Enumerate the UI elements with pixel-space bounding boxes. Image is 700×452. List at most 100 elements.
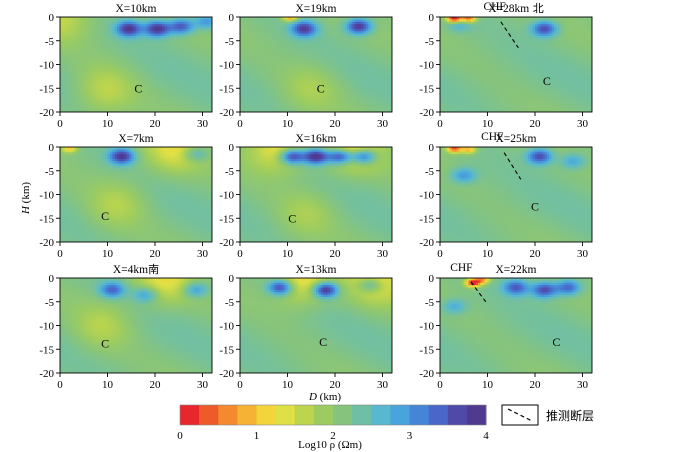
heatmap-cell <box>188 71 192 75</box>
heatmap-cell <box>313 36 317 39</box>
heatmap-cell <box>140 107 144 111</box>
heatmap-cell <box>109 19 113 23</box>
heatmap-cell <box>297 88 300 92</box>
heatmap-cell <box>382 59 386 63</box>
heatmap-cell <box>112 74 116 77</box>
heatmap-cell <box>256 102 260 106</box>
heatmap-cell <box>330 90 334 94</box>
heatmap-cell <box>289 83 293 87</box>
heatmap-cell <box>112 71 116 75</box>
heatmap-cell <box>124 24 127 27</box>
heatmap-cell <box>285 71 288 75</box>
heatmap-cell <box>124 17 127 20</box>
heatmap-cell <box>301 59 305 63</box>
heatmap-cell <box>81 50 85 54</box>
heatmap-cell <box>251 55 255 58</box>
heatmap-cell <box>356 64 360 68</box>
heatmap-cell <box>171 85 175 89</box>
heatmap-cell <box>147 26 151 30</box>
heatmap-cell <box>254 102 258 106</box>
heatmap-cell <box>190 45 194 49</box>
heatmap-cell <box>60 52 63 56</box>
heatmap-cell <box>304 69 307 73</box>
heatmap-cell <box>150 66 154 70</box>
heatmap-cell <box>159 76 163 80</box>
heatmap-cell <box>169 81 173 84</box>
heatmap-cell <box>244 21 248 25</box>
heatmap-cell <box>200 74 203 77</box>
heatmap-cell <box>121 52 125 56</box>
heatmap-cell <box>181 88 184 92</box>
heatmap-cell <box>69 17 73 20</box>
heatmap-cell <box>204 69 208 73</box>
heatmap-cell <box>325 95 329 99</box>
heatmap-cell <box>365 55 369 58</box>
heatmap-cell <box>358 19 362 23</box>
heatmap-cell <box>270 66 274 70</box>
heatmap-cell <box>188 59 192 63</box>
heatmap-cell <box>169 88 173 92</box>
heatmap-cell <box>304 85 307 89</box>
heatmap-cell <box>320 52 324 56</box>
heatmap-cell <box>138 71 142 75</box>
heatmap-cell <box>294 31 298 35</box>
heatmap-cell <box>244 102 248 106</box>
heatmap-cell <box>145 36 149 39</box>
heatmap-cell <box>74 55 78 58</box>
heatmap-cell <box>157 78 161 82</box>
heatmap-cell <box>207 50 211 54</box>
heatmap-cell <box>346 36 350 39</box>
heatmap-cell <box>71 107 75 111</box>
heatmap-cell <box>152 24 156 27</box>
heatmap-cell <box>389 40 392 44</box>
heatmap-cell <box>270 59 274 63</box>
heatmap-cell <box>346 43 350 46</box>
heatmap-cell <box>294 78 298 82</box>
heatmap-cell <box>301 83 305 87</box>
heatmap-cell <box>185 21 189 25</box>
heatmap-cell <box>313 64 317 68</box>
heatmap-cell <box>244 71 248 75</box>
heatmap-cell <box>335 55 338 58</box>
heatmap-cell <box>273 102 277 106</box>
heatmap-cell <box>247 78 250 82</box>
heatmap-cell <box>209 57 212 61</box>
heatmap-cell <box>114 64 118 68</box>
heatmap-cell <box>268 93 272 96</box>
heatmap-cell <box>249 24 253 27</box>
heatmap-cell <box>301 62 305 65</box>
heatmap-cell <box>188 95 192 99</box>
heatmap-cell <box>259 31 262 35</box>
heatmap-cell <box>356 38 360 42</box>
heatmap-cell <box>188 47 192 51</box>
heatmap-cell <box>169 85 173 89</box>
heatmap-cell <box>323 57 326 61</box>
heatmap-cell <box>346 52 350 56</box>
heatmap-cell <box>320 81 324 84</box>
heatmap-cell <box>117 59 120 63</box>
heatmap-cell <box>166 81 170 84</box>
heatmap-cell <box>193 28 196 32</box>
heatmap-cell <box>365 76 369 80</box>
heatmap-cell <box>200 102 203 106</box>
heatmap-cell <box>256 40 260 44</box>
heatmap-cell <box>79 74 82 77</box>
heatmap-cell <box>311 83 315 87</box>
heatmap-cell <box>299 59 303 63</box>
heatmap-cell <box>105 43 108 46</box>
heatmap-cell <box>169 78 173 82</box>
heatmap-cell <box>365 40 369 44</box>
heatmap-cell <box>299 43 303 46</box>
heatmap-cell <box>74 88 78 92</box>
heatmap-cell <box>254 28 258 32</box>
heatmap-cell <box>337 85 341 89</box>
heatmap-cell <box>304 43 307 46</box>
heatmap-cell <box>332 33 336 37</box>
heatmap-cell <box>145 74 149 77</box>
heatmap-cell <box>330 19 334 23</box>
heatmap-cell <box>313 21 317 25</box>
heatmap-cell <box>249 38 253 42</box>
heatmap-cell <box>292 24 296 27</box>
heatmap-cell <box>197 62 201 65</box>
heatmap-cell <box>356 62 360 65</box>
